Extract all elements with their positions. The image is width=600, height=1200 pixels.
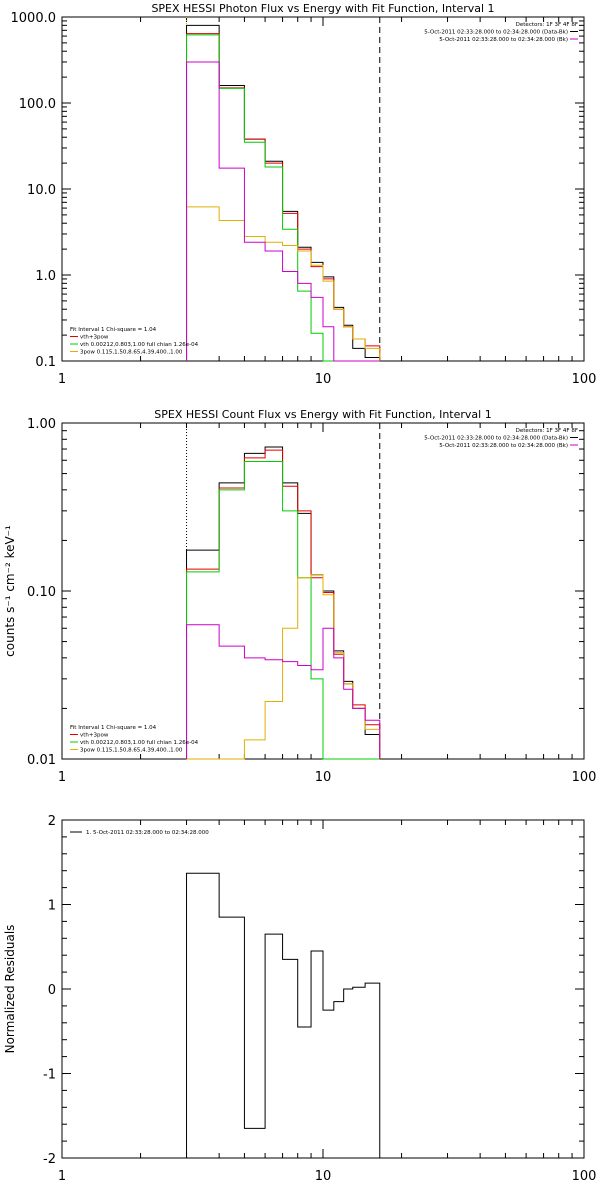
chart-panel-3: Normalized Residuals 1 10 100 -2 -1 0 1 2 1. 5-Oc… <box>3 814 596 1184</box>
series-line-residuals <box>186 872 381 1158</box>
legend-item: Fit Interval 1 Chi-square = 1.04 <box>70 725 157 731</box>
legend-item: 5-Oct-2011 02:33:28.000 to 02:34:28.000 … <box>439 443 568 449</box>
series-line-vth <box>186 460 380 760</box>
y-tick-label: 0.01 <box>27 753 56 768</box>
legend-item: Detectors: 1F 3F 4F 8F <box>516 428 578 434</box>
chart-title: SPEX HESSI Photon Flux vs Energy with Fi… <box>151 2 494 15</box>
y-axis-label: Normalized Residuals <box>3 925 17 1054</box>
x-tick-label: 1 <box>58 770 66 785</box>
legend-item: 3pow 0.115,1.50,8.65,4.39,400.,1.00 <box>80 350 183 356</box>
y-tick-label: 0.1 <box>35 355 56 370</box>
legend-item: 5-Oct-2011 02:33:28.000 to 02:34:28.000 … <box>424 436 568 442</box>
x-tick-label: 1 <box>58 372 66 387</box>
legend-item: 1. 5-Oct-2011 02:33:28.000 to 02:34:28.0… <box>86 830 209 836</box>
chart-panel-1: SPEX HESSI Photon Flux vs Energy with Fi… <box>11 2 597 387</box>
y-tick-label: 1 <box>48 899 56 914</box>
legend-item: Detectors: 1F 3F 4F 8F <box>516 22 578 28</box>
legend-item: 5-Oct-2011 02:33:28.000 to 02:34:28.000 … <box>439 37 568 43</box>
y-tick-label: 0.10 <box>27 585 56 600</box>
series-line-bk <box>186 624 381 759</box>
chart-title: SPEX HESSI Count Flux vs Energy with Fit… <box>154 408 491 421</box>
y-tick-label: 10.0 <box>27 183 56 198</box>
y-tick-label: 1.0 <box>35 269 56 284</box>
x-tick-label: 10 <box>315 770 332 785</box>
legend-item: Fit Interval 1 Chi-square = 1.04 <box>70 327 157 333</box>
chart-panel-2: SPEX HESSI Count Flux vs Energy with Fit… <box>3 408 596 785</box>
legend-item: vth+3pow <box>80 335 109 341</box>
x-tick-label: 1 <box>58 1169 66 1184</box>
y-tick-label: 1.00 <box>27 417 56 432</box>
x-tick-label: 100 <box>572 770 597 785</box>
y-axis-label: counts s⁻¹ cm⁻² keV⁻¹ <box>3 525 17 657</box>
series-line-bk <box>186 61 380 362</box>
x-tick-label: 10 <box>315 1169 332 1184</box>
y-tick-label: -1 <box>43 1068 56 1083</box>
legend-item: 3pow 0.115,1.50,8.65,4.39,400.,1.00 <box>80 748 183 754</box>
legend-item: vth 0.00212,0.803,1.00 full chian 1.26e-… <box>80 740 199 746</box>
x-tick-label: 100 <box>572 1169 597 1184</box>
y-tick-label: 2 <box>48 814 56 829</box>
y-tick-label: 0 <box>48 983 56 998</box>
legend-item: 5-Oct-2011 02:33:28.000 to 02:34:28.000 … <box>424 30 568 36</box>
y-tick-label: 100.0 <box>19 97 56 112</box>
x-tick-label: 10 <box>315 372 332 387</box>
y-tick-label: 1000.0 <box>11 11 57 26</box>
x-tick-label: 100 <box>572 372 597 387</box>
legend-item: vth 0.00212,0.803,1.00 full chian 1.26e-… <box>80 342 199 348</box>
legend-item: vth+3pow <box>80 733 109 739</box>
y-tick-label: -2 <box>43 1152 56 1167</box>
